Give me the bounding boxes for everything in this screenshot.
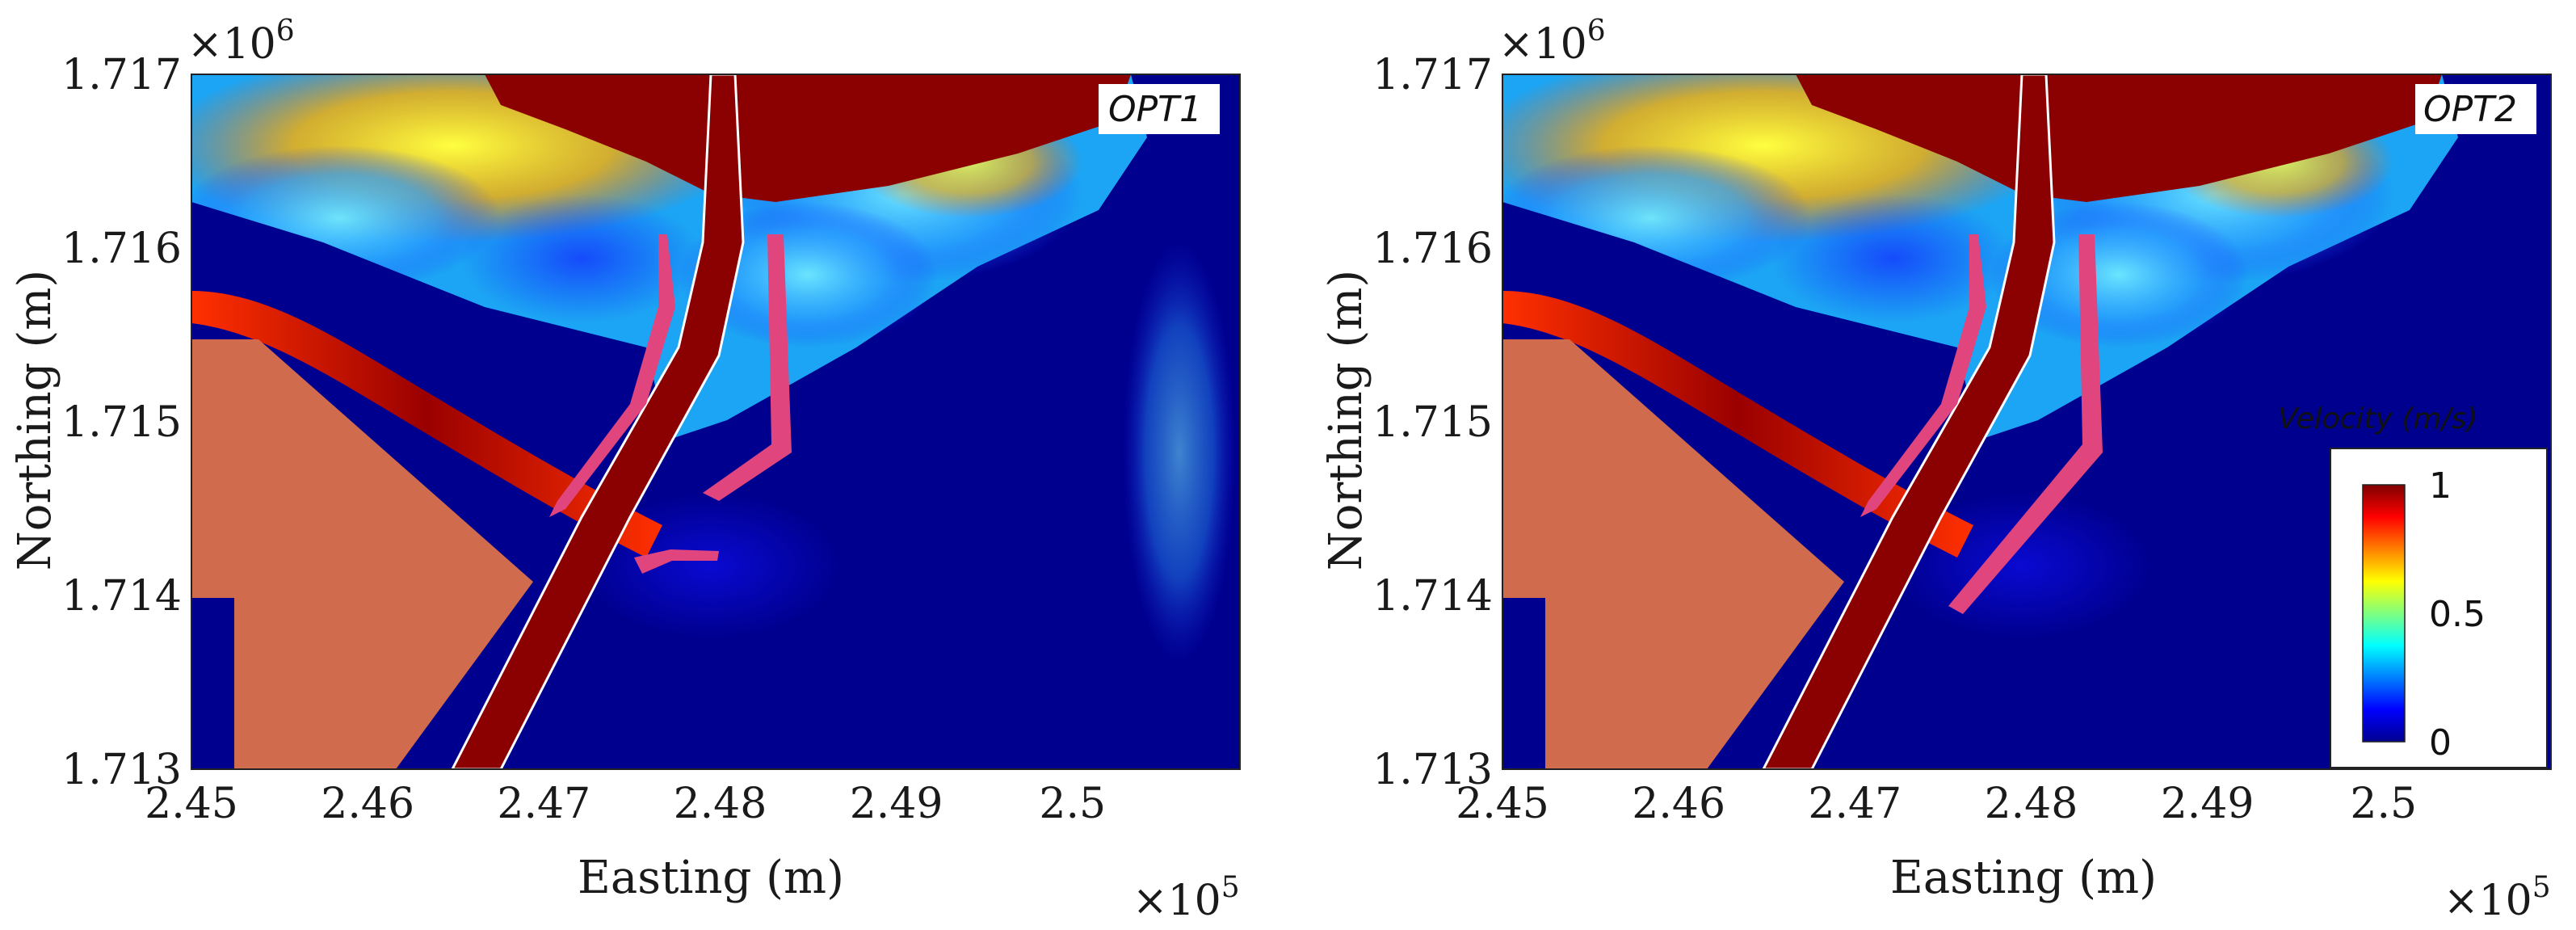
colorbar-tick-label: 1 xyxy=(2429,465,2452,507)
x-multiplier-opt1: ×105 xyxy=(1133,871,1240,925)
y-tick-labels-opt1: 1.713 1.714 1.715 1.716 1.717 xyxy=(61,51,182,794)
y-tick-label: 1.714 xyxy=(1372,572,1493,621)
x-tick-label: 2.47 xyxy=(1808,780,1902,828)
panel-label-box-opt1 xyxy=(1099,84,1220,134)
panel-opt1: OPT1 2.45 2.46 2.47 2.48 2.49 2.5 1.7131.7141… xyxy=(9,15,1241,925)
colorbar-ticks: 00.51 xyxy=(2429,465,2486,764)
x-tick-labels-opt2: 2.45 2.46 2.47 2.48 2.49 2.5 xyxy=(1456,780,2417,828)
x-tick-labels-opt1: 2.45 2.46 2.47 2.48 2.49 2.5 xyxy=(145,780,1106,828)
x-tick-label: 2.46 xyxy=(321,780,414,828)
x-tick-label: 2.46 xyxy=(1632,780,1725,828)
x-tick-label: 2.45 xyxy=(1456,780,1549,828)
panel-label-box-opt2 xyxy=(2415,84,2536,134)
y-multiplier-opt1: ×106 xyxy=(187,15,295,69)
x-tick-label: 2.48 xyxy=(1985,780,2078,828)
colorbar-gradient xyxy=(2362,484,2406,743)
y-tick-label: 1.715 xyxy=(61,398,182,447)
colorbar-title: Velocity (m/s) xyxy=(2278,402,2477,436)
y-tick-labels-opt2: 1.713 1.714 1.715 1.716 1.717 xyxy=(1372,51,1493,794)
panel-label-opt2: OPT2 xyxy=(2423,89,2517,130)
panel-label-opt1: OPT1 xyxy=(1108,89,1202,130)
x-tick-label: 2.48 xyxy=(674,780,767,828)
y-tick-label: 1.717 xyxy=(1372,51,1493,99)
y-tick-label: 1.716 xyxy=(1372,225,1493,273)
plot-frame-opt1 xyxy=(191,74,1241,770)
x-tick-label: 2.47 xyxy=(497,780,590,828)
colorbar-tick-label: 0 xyxy=(2429,722,2452,764)
x-tick-label: 2.49 xyxy=(850,780,943,828)
y-multiplier-opt2: ×106 xyxy=(1498,15,1606,69)
x-axis-label-opt1: Easting (m) xyxy=(578,852,844,904)
plot-frame-opt2 xyxy=(1502,74,2552,770)
y-tick-label: 1.716 xyxy=(61,225,182,273)
y-axis-label-opt2: Northing (m) xyxy=(1320,270,1372,570)
y-tick-label: 1.715 xyxy=(1372,398,1493,447)
x-tick-label: 2.5 xyxy=(1039,780,1106,828)
y-tick-label: 1.713 xyxy=(61,746,182,794)
x-tick-label: 2.49 xyxy=(2161,780,2255,828)
x-tick-label: 2.5 xyxy=(2350,780,2417,828)
panel-opt2: OPT2 2.45 2.46 2.47 2.48 2.49 2.5 1.7131.7141… xyxy=(1320,15,2552,925)
y-tick-label: 1.713 xyxy=(1372,746,1493,794)
x-multiplier-opt2: ×105 xyxy=(2444,871,2551,925)
x-axis-label-opt2: Easting (m) xyxy=(1890,852,2157,904)
y-axis-label-opt1: Northing (m) xyxy=(9,270,61,570)
velocity-field-opt1 xyxy=(191,74,1240,769)
x-tick-label: 2.45 xyxy=(145,780,238,828)
y-tick-label: 1.717 xyxy=(61,51,182,99)
y-tick-label: 1.714 xyxy=(61,572,182,621)
colorbar-tick-label: 0.5 xyxy=(2429,594,2486,635)
